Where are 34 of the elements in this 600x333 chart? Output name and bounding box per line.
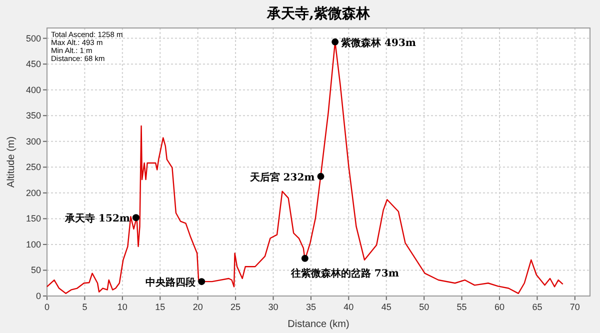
- y-axis-title: Altitude (m): [6, 136, 17, 188]
- x-tick-label: 65: [532, 302, 542, 312]
- y-tick-label: 100: [26, 239, 41, 250]
- y-tick-label: 50: [30, 265, 41, 276]
- annotation: 天后宮 232m: [248, 171, 316, 184]
- x-tick-label: 45: [381, 302, 392, 312]
- y-tick-label: 400: [26, 84, 41, 95]
- chart-title: 承天寺,紫微森林: [266, 6, 371, 22]
- x-tick-label: 25: [230, 302, 241, 312]
- annotation: 承天寺 152m: [64, 212, 130, 225]
- x-tick-label: 30: [268, 302, 278, 312]
- y-tick-label: 0: [36, 291, 41, 301]
- y-tick-label: 200: [26, 188, 41, 198]
- x-tick-label: 60: [494, 302, 505, 312]
- annotation: 中央路四段: [146, 276, 197, 289]
- x-tick-label: 20: [192, 302, 203, 312]
- annotation: 往紫微森林的岔路 73m: [290, 267, 400, 280]
- x-tick-label: 35: [306, 302, 316, 312]
- x-tick-label: 5: [82, 302, 88, 312]
- y-tick-label: 250: [26, 162, 41, 172]
- x-axis-title: Distance (km): [288, 319, 350, 330]
- x-tick-label: 10: [117, 302, 128, 312]
- x-tick-label: 55: [456, 302, 467, 312]
- y-tick-label: 500: [26, 33, 41, 44]
- x-tick-label: 0: [44, 302, 50, 312]
- x-tick-label: 70: [570, 302, 580, 312]
- x-tick-label: 15: [155, 302, 166, 312]
- x-tick-label: 40: [344, 302, 354, 312]
- y-tick-label: 150: [26, 214, 41, 224]
- y-tick-label: 450: [26, 59, 41, 70]
- y-tick-label: 300: [26, 136, 41, 146]
- y-tick-label: 350: [26, 110, 41, 121]
- annotation: 紫微森林 493m: [340, 36, 416, 49]
- x-tick-label: 50: [419, 302, 430, 312]
